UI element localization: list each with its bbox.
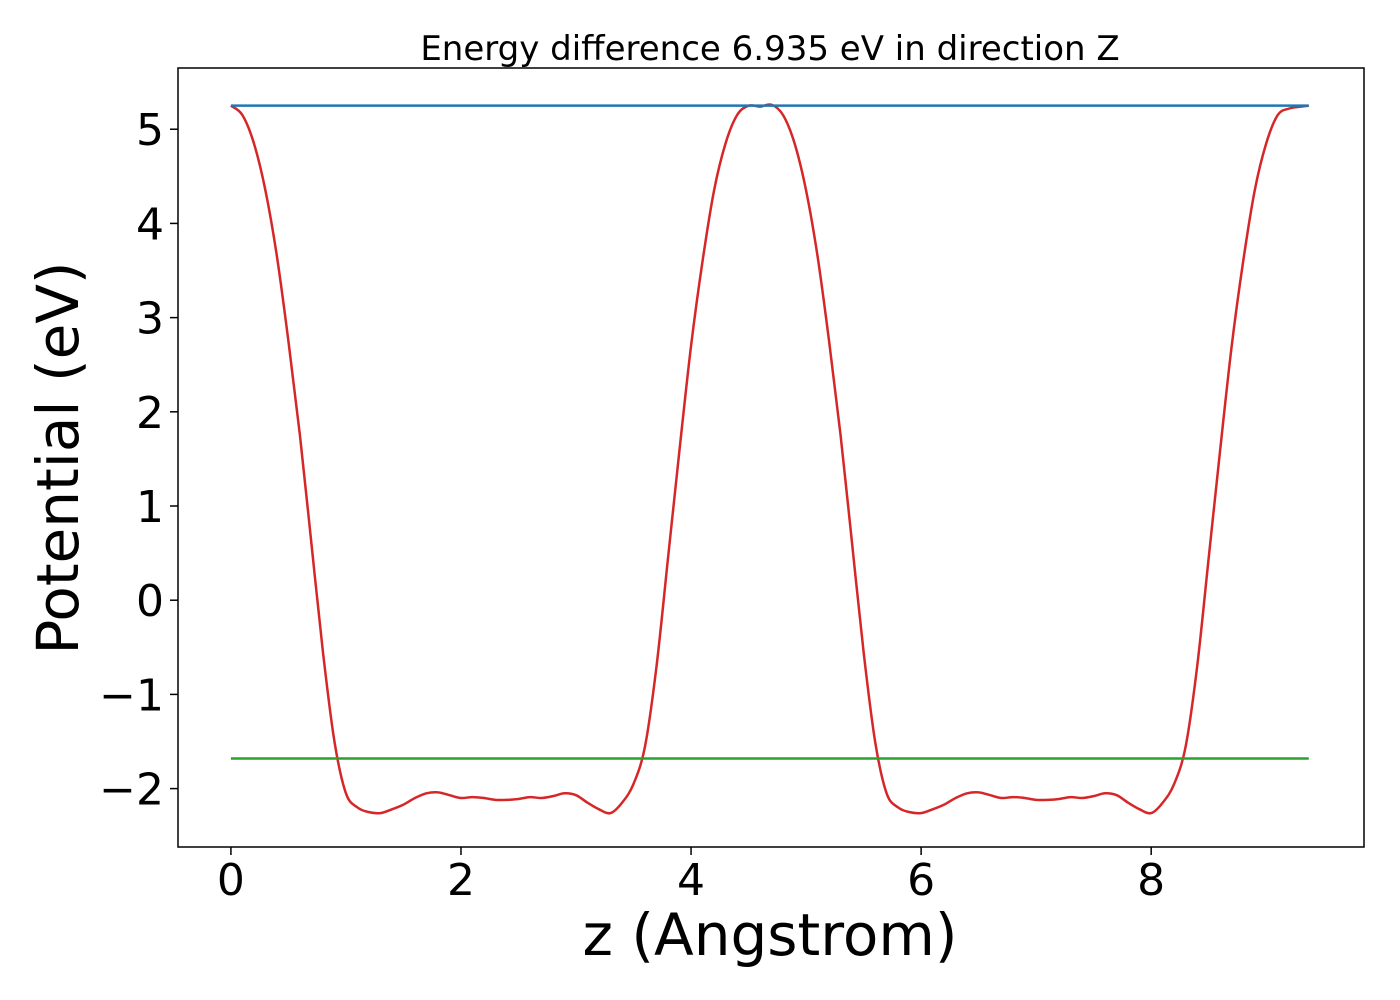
chart-title: Energy difference 6.935 eV in direction … (420, 29, 1119, 69)
x-tick-label: 0 (217, 855, 245, 906)
x-axis-label: z (Angstrom) (583, 901, 958, 969)
y-tick-label: 0 (136, 576, 164, 627)
y-tick-label: 4 (136, 199, 164, 250)
x-axis: 0 2 4 6 8 (217, 847, 1165, 906)
y-axis: 5 4 3 2 1 0 −1 −2 (99, 105, 178, 816)
x-tick-label: 2 (447, 855, 475, 906)
x-tick-label: 8 (1137, 855, 1165, 906)
y-tick-label: −1 (99, 670, 164, 721)
y-tick-label: 3 (136, 294, 164, 345)
y-tick-label: 5 (136, 105, 164, 156)
y-axis-label: Potential (eV) (24, 261, 92, 654)
series-layer (230, 103, 1309, 815)
y-tick-label: 2 (136, 388, 164, 439)
plot-area (177, 67, 1365, 848)
potential-curve (230, 103, 1309, 815)
x-tick-label: 4 (677, 855, 705, 906)
y-tick-label: −2 (99, 765, 164, 816)
y-tick-label: 1 (136, 482, 164, 533)
x-tick-label: 6 (907, 855, 935, 906)
